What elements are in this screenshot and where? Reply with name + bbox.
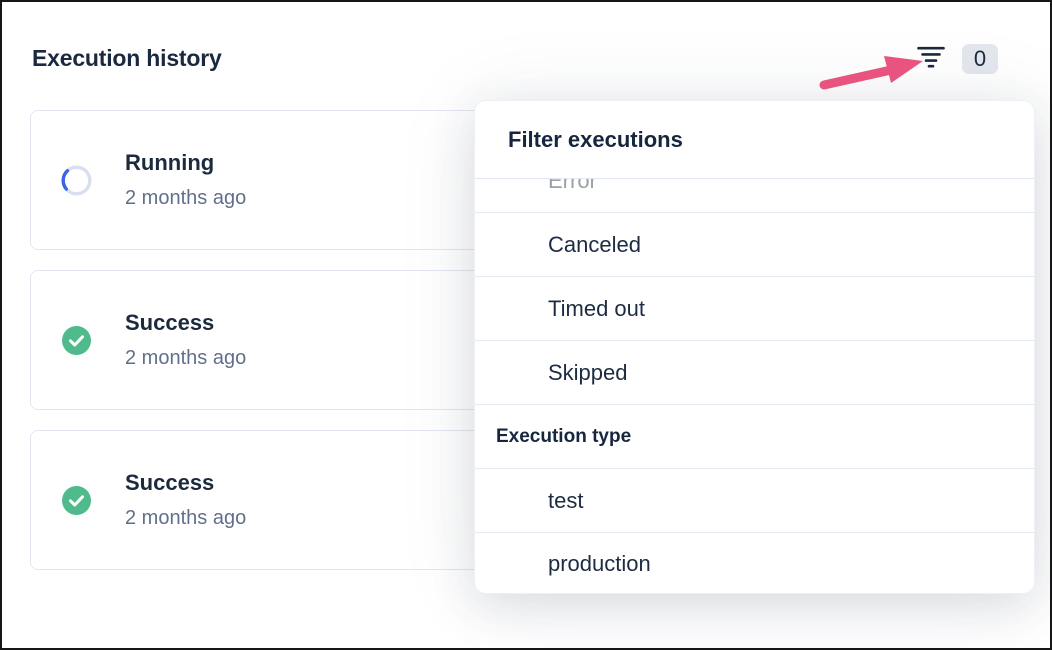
menu-section-execution-type: Execution type [475,405,1034,469]
filter-count-badge: 0 [962,44,998,74]
execution-time: 2 months ago [125,347,247,369]
execution-time: 2 months ago [125,187,247,209]
execution-time: 2 months ago [125,507,247,529]
menu-item-skipped[interactable]: Skipped [475,341,1034,405]
menu-item-production[interactable]: production [475,533,1034,593]
filter-icon [917,46,945,72]
execution-info: Success 2 months ago [125,310,246,370]
execution-info: Success 2 months ago [125,470,246,530]
execution-status: Running [125,150,215,175]
menu-item-canceled[interactable]: Canceled [475,213,1034,277]
spinner-icon [61,164,92,196]
menu-item-timed-out[interactable]: Timed out [475,277,1034,341]
menu-item-error[interactable]: Error [475,179,1034,213]
execution-status: Success [125,310,215,335]
annotation-arrow-icon [815,52,931,105]
filter-button[interactable] [916,46,946,72]
page-title: Execution history [32,45,222,71]
filter-executions-dropdown: Filter executions Error Canceled Timed o… [474,100,1035,594]
menu-item-test[interactable]: test [475,469,1034,533]
execution-status: Success [125,470,215,495]
check-circle-icon [61,485,92,516]
filter-menu-list[interactable]: Error Canceled Timed out Skipped Executi… [475,179,1034,593]
header-actions: 0 [916,44,998,74]
check-circle-icon [61,325,92,356]
execution-info: Running 2 months ago [125,150,246,210]
filter-menu-title: Filter executions [475,101,1034,179]
